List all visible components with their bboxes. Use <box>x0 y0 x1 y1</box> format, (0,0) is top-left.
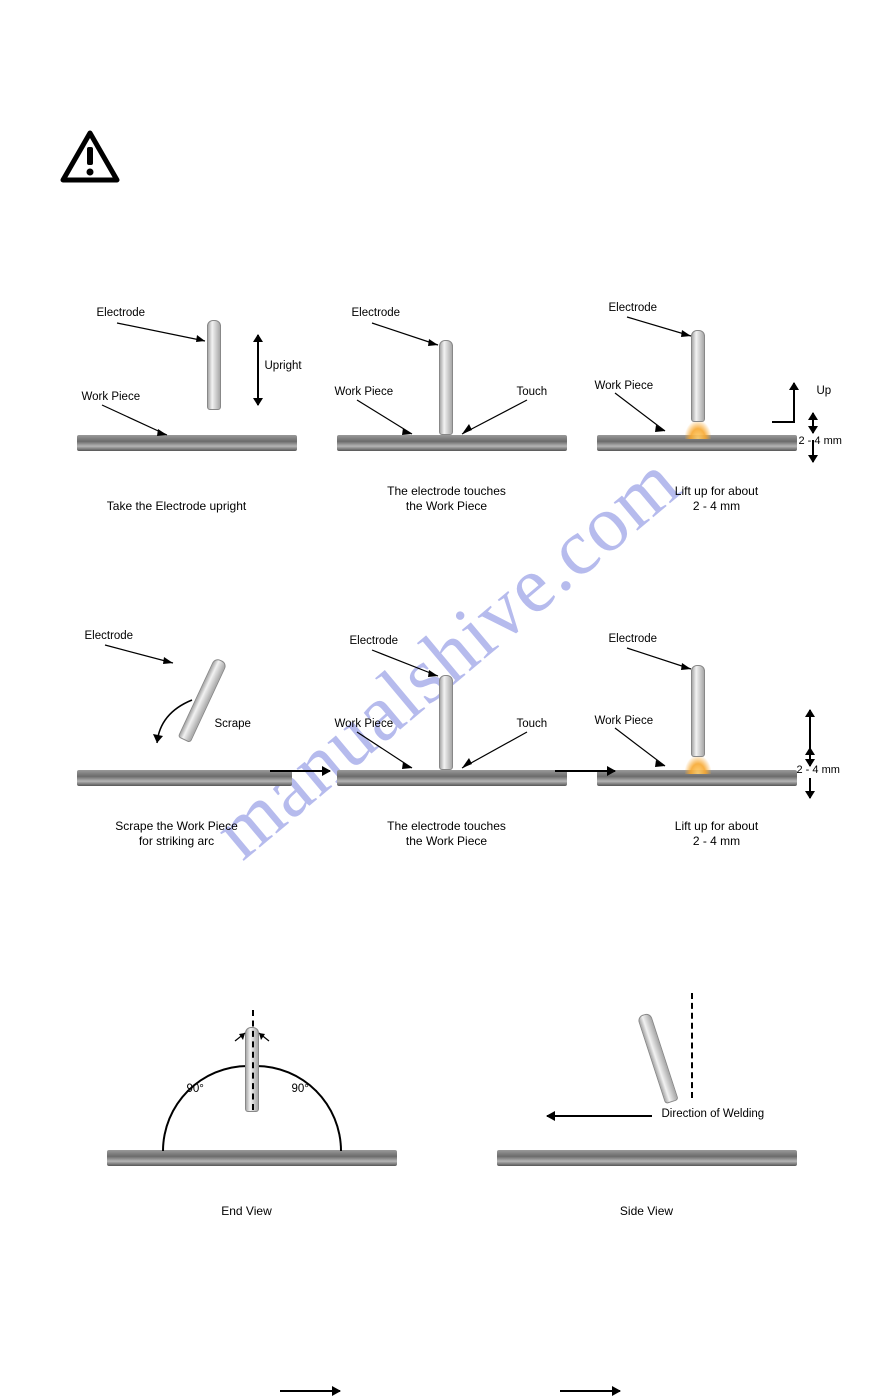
lbl-touch: Touch <box>517 718 548 730</box>
caption: End View <box>67 1204 427 1220</box>
lbl-upright: Upright <box>265 360 302 372</box>
panel-end-view: 90° 90° End View <box>67 975 427 1215</box>
lbl-touch: Touch <box>517 386 548 398</box>
flow-arrow-icon <box>560 1390 620 1392</box>
caption: Take the Electrode upright <box>47 499 307 515</box>
panel-lift-up: Electrode Work Piece Up 2 - 4 mm Lift up… <box>587 285 847 515</box>
panel-lift-up-2: Electrode Work Piece 2 - 4 mm Lift up fo… <box>587 620 847 850</box>
lbl-scrape: Scrape <box>215 718 251 730</box>
lbl-electrode: Electrode <box>609 633 658 645</box>
caption: Side View <box>467 1204 827 1220</box>
lbl-workpiece: Work Piece <box>335 386 394 398</box>
panel-electrode-upright: Electrode Work Piece Upright Take the El… <box>47 285 307 515</box>
lbl-gap: 2 - 4 mm <box>797 764 840 776</box>
flow-arrow <box>555 770 615 772</box>
lbl-electrode: Electrode <box>609 302 658 314</box>
lbl-up: Up <box>817 385 832 397</box>
lbl-workpiece: Work Piece <box>335 718 394 730</box>
warning-icon <box>60 130 120 189</box>
panel-electrode-touch: Electrode Work Piece Touch The electrode… <box>317 285 577 515</box>
lbl-workpiece: Work Piece <box>82 391 141 403</box>
lbl-deg90-r: 90° <box>292 1083 309 1095</box>
lbl-electrode: Electrode <box>85 630 134 642</box>
lbl-electrode: Electrode <box>350 635 399 647</box>
diagram-row-2: Electrode Scrape Scrape the Work Piece f… <box>0 620 893 850</box>
caption: The electrode touches the Work Piece <box>317 819 577 850</box>
caption: The electrode touches the Work Piece <box>317 484 577 515</box>
caption: Scrape the Work Piece for striking arc <box>47 819 307 850</box>
caption: Lift up for about 2 - 4 mm <box>587 484 847 515</box>
panel-side-view: Direction of Welding Side View <box>467 975 827 1215</box>
flow-arrow-icon <box>280 1390 340 1392</box>
panel-scrape: Electrode Scrape Scrape the Work Piece f… <box>47 620 307 850</box>
lbl-electrode: Electrode <box>352 307 401 319</box>
manual-page: manualshive.com Electrode Work Piece Upr… <box>0 0 893 1263</box>
flow-arrow <box>270 770 330 772</box>
lbl-direction: Direction of Welding <box>662 1108 765 1120</box>
diagram-row-1: Electrode Work Piece Upright Take the El… <box>0 285 893 515</box>
panel-touch-2: Electrode Work Piece Touch The electrode… <box>317 620 577 850</box>
caption: Lift up for about 2 - 4 mm <box>587 819 847 850</box>
lbl-electrode: Electrode <box>97 307 146 319</box>
diagram-row-3: 90° 90° End View Direction of Welding Si… <box>0 975 893 1215</box>
lbl-deg90-l: 90° <box>187 1083 204 1095</box>
lbl-gap: 2 - 4 mm <box>799 435 842 447</box>
lbl-workpiece: Work Piece <box>595 380 654 392</box>
lbl-workpiece: Work Piece <box>595 715 654 727</box>
